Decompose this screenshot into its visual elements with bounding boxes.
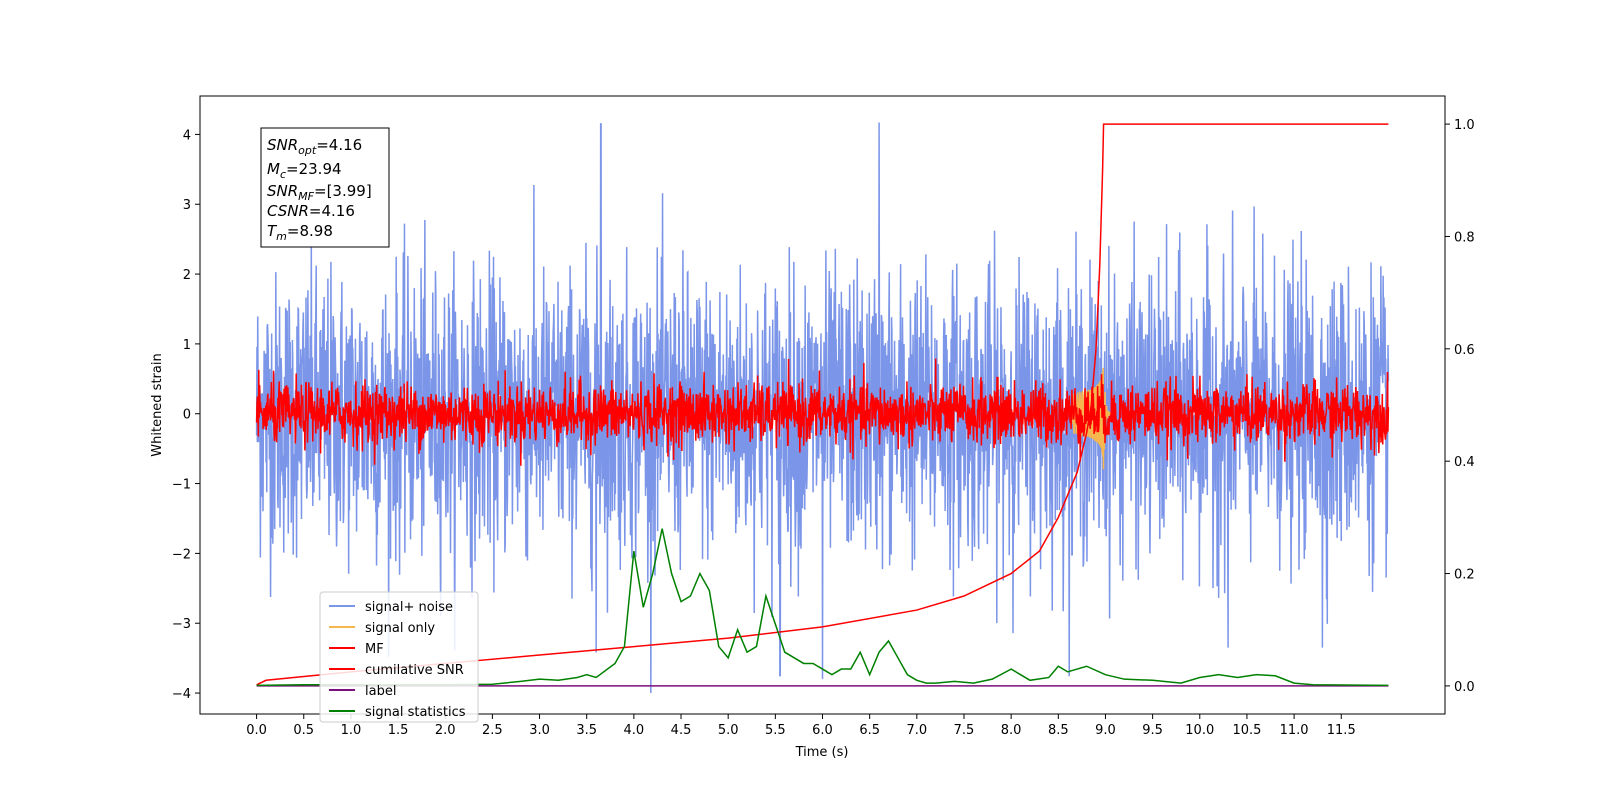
right-y-tick-label: 1.0 xyxy=(1454,118,1475,133)
x-tick-label: 4.0 xyxy=(624,723,645,738)
left-y-tick-label: 2 xyxy=(183,268,191,283)
annotation-snr-opt: SNRopt=4.16 xyxy=(267,136,362,157)
x-tick-label: 9.0 xyxy=(1095,723,1116,738)
left-y-tick-label: 0 xyxy=(183,408,191,423)
x-tick-label: 6.0 xyxy=(812,723,833,738)
series-signal-statistics-line xyxy=(256,528,1389,687)
x-tick-label: 5.0 xyxy=(718,723,739,738)
x-tick-label: 2.0 xyxy=(435,723,456,738)
right-y-tick-label: 0.0 xyxy=(1454,680,1475,695)
x-tick-label: 9.5 xyxy=(1142,723,1163,738)
annotation-frame xyxy=(260,127,390,248)
x-tick-label: 10.5 xyxy=(1232,723,1261,738)
annotation-box: SNRopt=4.16 Mc=23.94 SNRMF=[3.99] CSNR=4… xyxy=(260,127,390,248)
right-y-tick-label: 0.4 xyxy=(1454,455,1475,470)
x-axis-label: Time (s) xyxy=(795,745,849,760)
x-tick-label: 7.5 xyxy=(954,723,975,738)
x-tick-label: 3.5 xyxy=(576,723,597,738)
x-tick-label: 0.0 xyxy=(246,723,267,738)
legend-frame xyxy=(319,591,479,723)
annotation-snr-mf: SNRMF=[3.99] xyxy=(267,182,372,203)
legend-entry-label: cumilative SNR xyxy=(365,663,464,678)
y-axis-label: Whitened strain xyxy=(150,353,165,456)
x-tick-label: 1.0 xyxy=(341,723,362,738)
left-y-tick-label: 4 xyxy=(183,128,191,143)
left-y-tick-label: −3 xyxy=(172,617,191,632)
x-tick-label: 4.5 xyxy=(671,723,692,738)
x-tick-label: 5.5 xyxy=(765,723,786,738)
legend-entry-label: signal statistics xyxy=(365,705,466,720)
legend-entry-label: MF xyxy=(365,642,384,657)
left-y-tick-label: −2 xyxy=(172,547,191,562)
x-tick-label: 7.0 xyxy=(906,723,927,738)
left-y-tick-label: −1 xyxy=(172,478,191,493)
x-tick-label: 8.0 xyxy=(1001,723,1022,738)
x-tick-label: 3.0 xyxy=(529,723,550,738)
left-y-tick-label: 1 xyxy=(183,338,191,353)
series-mf-line xyxy=(255,358,1390,466)
x-tick-label: 0.5 xyxy=(293,723,314,738)
x-tick-label: 11.0 xyxy=(1280,723,1309,738)
x-tick-label: 10.0 xyxy=(1185,723,1214,738)
left-y-axis-ticks: −4 −3 −2 −1 0 1 2 3 4 xyxy=(172,128,200,702)
x-tick-label: 1.5 xyxy=(388,723,409,738)
right-y-tick-label: 0.6 xyxy=(1454,343,1475,358)
left-y-tick-label: 3 xyxy=(183,198,191,213)
x-tick-label: 2.5 xyxy=(482,723,503,738)
x-axis-ticks: 0.0 0.5 1.0 1.5 2.0 2.5 3.0 3.5 4.0 4.5 5.0 5.5 6.0 6… xyxy=(246,714,1356,738)
legend-entry-label: label xyxy=(365,684,396,699)
legend: signal+ noise signal only MF cumilative SNR… xyxy=(319,591,479,723)
x-tick-label: 11.5 xyxy=(1327,723,1356,738)
right-y-axis-ticks: 0.0 0.2 0.4 0.6 0.8 1.0 xyxy=(1445,118,1475,695)
x-tick-label: 8.5 xyxy=(1048,723,1069,738)
x-tick-label: 6.5 xyxy=(859,723,880,738)
legend-entry-label: signal+ noise xyxy=(365,600,453,615)
left-y-tick-label: −4 xyxy=(172,687,191,702)
right-y-tick-label: 0.2 xyxy=(1454,568,1475,583)
annotation-csnr: CSNR=4.16 xyxy=(267,202,355,220)
legend-entry-label: signal only xyxy=(365,621,435,636)
right-y-tick-label: 0.8 xyxy=(1454,230,1475,245)
annotation-tm: Tm=8.98 xyxy=(267,222,333,243)
annotation-mc: Mc=23.94 xyxy=(267,160,342,181)
